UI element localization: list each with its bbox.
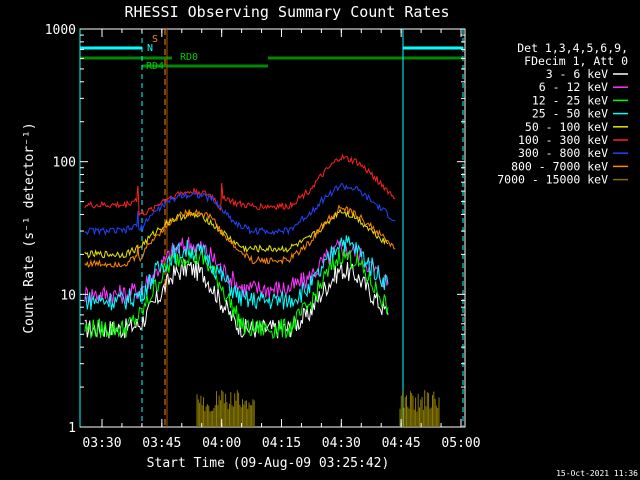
legend-label: 12 - 25 keV <box>532 93 608 107</box>
x-tick-label: 04:45 <box>382 436 421 451</box>
legend-label: 7000 - 15000 keV <box>497 173 608 187</box>
series-line-1 <box>84 259 389 339</box>
legend-label: 800 - 7000 keV <box>511 159 608 173</box>
y-axis-label: Count Rate (s⁻¹ detector⁻¹) <box>22 122 37 333</box>
y-tick-label: 10 <box>60 288 76 303</box>
state-overlays <box>79 29 464 427</box>
annotation-rd4: RD4 <box>146 61 164 72</box>
legend-label: 3 - 6 keV <box>546 67 608 81</box>
chart-title: RHESSI Observing Summary Count Rates <box>124 3 449 21</box>
legend-label: 100 - 300 keV <box>518 133 608 147</box>
legend-label: 300 - 800 keV <box>518 146 608 160</box>
legend-header: FDecim 1, Att 0 <box>524 54 628 68</box>
axes: 03:30 03:45 04:00 04:15 04:30 04:45 05:00 1 10 10… <box>45 23 481 451</box>
x-tick-label: 05:00 <box>441 436 480 451</box>
legend-label: 50 - 100 keV <box>525 120 608 134</box>
series-line-7 <box>84 183 396 237</box>
series-line-5 <box>84 208 389 259</box>
legend-label: 25 - 50 keV <box>532 107 608 121</box>
series-line-4 <box>84 235 389 311</box>
annotation-n: N <box>147 43 153 54</box>
series-line-6 <box>84 153 396 217</box>
x-tick-label: 04:15 <box>262 436 301 451</box>
legend: Det 1,3,4,5,6,9,FDecim 1, Att 03 - 6 keV… <box>497 41 628 187</box>
x-tick-label: 04:30 <box>322 436 361 451</box>
series-line-3 <box>84 248 389 340</box>
legend-header: Det 1,3,4,5,6,9, <box>517 41 628 55</box>
x-axis-label: Start Time (09-Aug-09 03:25:42) <box>147 456 390 471</box>
legend-label: 6 - 12 keV <box>539 80 608 94</box>
annotation-rd0: RD0 <box>180 52 198 63</box>
y-tick-label: 100 <box>53 156 76 171</box>
x-tick-label: 03:30 <box>82 436 121 451</box>
series-group <box>84 153 396 340</box>
y-tick-label: 1000 <box>45 23 76 38</box>
plot-frame <box>79 28 466 428</box>
x-tick-label: 04:00 <box>202 436 241 451</box>
annotation-s: S <box>152 34 158 45</box>
series-line-8 <box>84 204 396 268</box>
x-tick-label: 03:45 <box>142 436 181 451</box>
timestamp: 15-Oct-2021 11:36 <box>556 469 638 478</box>
y-tick-label: 1 <box>68 421 76 436</box>
